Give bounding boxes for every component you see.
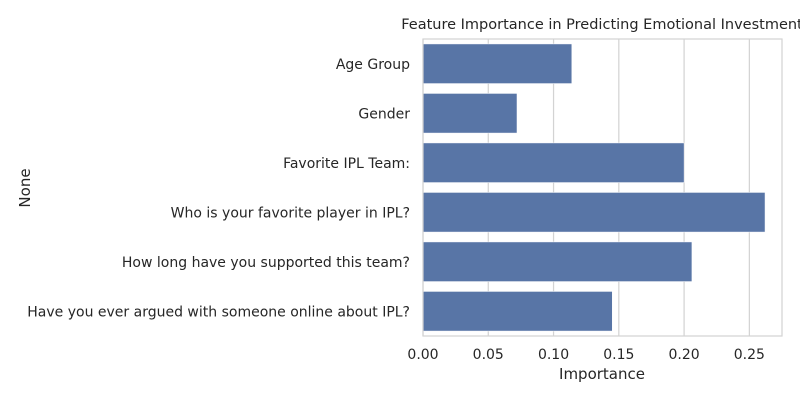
y-tick-label: Who is your favorite player in IPL? (171, 205, 410, 221)
bar (422, 93, 518, 134)
y-axis-label: None (16, 168, 34, 207)
plot-border (422, 38, 783, 337)
y-tick-label: Age Group (336, 57, 410, 73)
bar (422, 291, 613, 332)
x-axis-label: Importance (559, 365, 645, 383)
y-tick-label: Gender (358, 106, 410, 122)
bar (422, 43, 573, 84)
x-tick-label: 0.20 (669, 347, 700, 363)
x-tick-label: 0.05 (473, 347, 504, 363)
y-tick-label: Favorite IPL Team: (283, 156, 410, 172)
bar (422, 241, 693, 282)
bar (422, 142, 685, 183)
bar (422, 192, 766, 233)
bar-layer (422, 43, 766, 332)
y-tick-label: Have you ever argued with someone online… (27, 304, 410, 320)
chart-title: Feature Importance in Predicting Emotion… (401, 17, 800, 33)
x-tick-labels: 0.00 0.05 0.10 0.15 0.20 0.25 (407, 347, 765, 363)
x-tick-label: 0.15 (603, 347, 634, 363)
x-tick-label: 0.25 (734, 347, 765, 363)
y-tick-label: How long have you supported this team? (122, 255, 410, 271)
x-tick-label: 0.00 (407, 347, 438, 363)
plot-frame (422, 38, 783, 337)
y-tick-labels: Age Group Gender Favorite IPL Team: Who is … (27, 57, 410, 321)
x-tick-label: 0.10 (538, 347, 569, 363)
